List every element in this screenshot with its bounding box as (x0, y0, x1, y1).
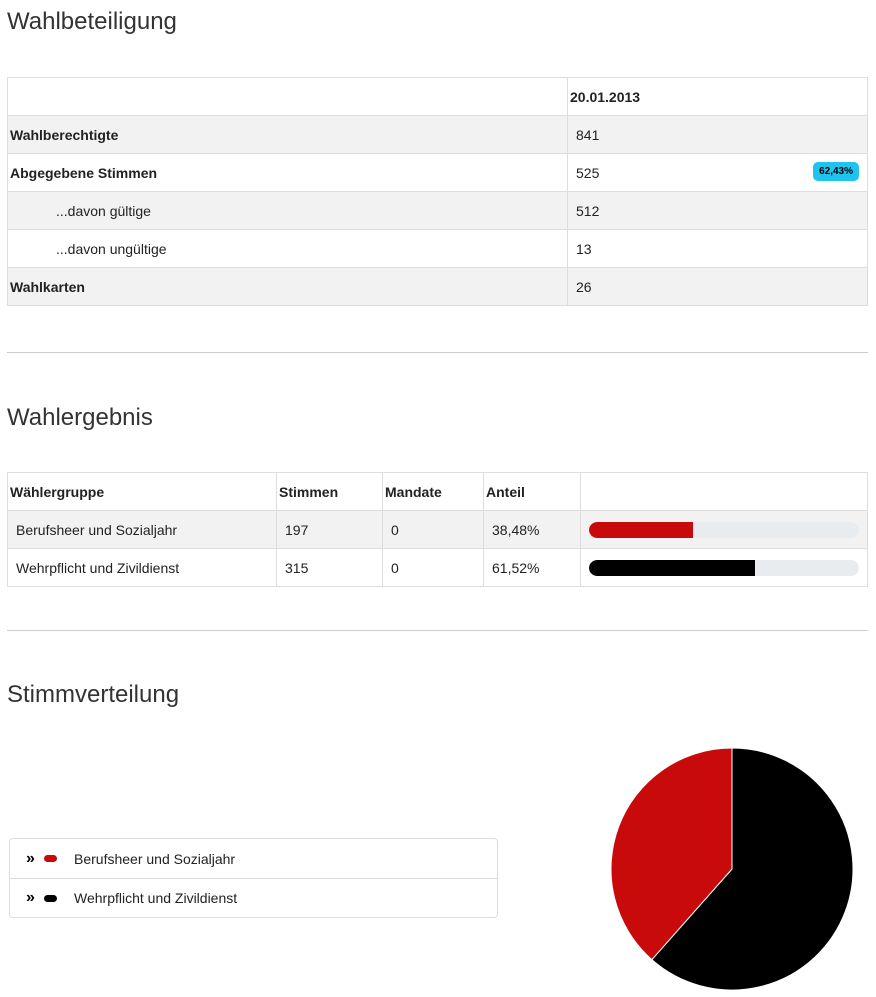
group-name: Berufsheer und Sozialjahr (7, 510, 277, 549)
table-row: Wahlberechtigte 841 (7, 115, 868, 154)
legend-swatch (44, 894, 57, 902)
group-share: 61,52% (483, 548, 581, 587)
share-bar-fill (589, 521, 693, 538)
turnout-table: 20.01.2013 Wahlberechtigte 841 Abgegeben… (7, 77, 868, 306)
results-header-row: Wählergruppe Stimmen Mandate Anteil (7, 472, 868, 511)
group-votes: 315 (276, 548, 383, 587)
table-row: Abgegebene Stimmen 525 62,43% (7, 153, 868, 192)
turnout-title: Wahlbeteiligung (7, 8, 177, 35)
group-seats: 0 (382, 510, 484, 549)
legend-label: Wehrpflicht und Zivildienst (74, 890, 238, 906)
row-label: ...davon gültige (7, 191, 568, 230)
table-row: Berufsheer und Sozialjahr 197 0 38,48% (7, 510, 868, 549)
table-row: Wahlkarten 26 (7, 267, 868, 306)
header-bar (580, 472, 868, 511)
legend-label: Berufsheer und Sozialjahr (74, 850, 236, 867)
group-name: Wehrpflicht und Zivildienst (7, 548, 277, 587)
turnout-header-empty (7, 77, 568, 116)
share-bar-cell (580, 548, 868, 587)
pie-slice-wehrpflicht[interactable] (651, 747, 854, 991)
group-votes: 197 (276, 510, 383, 549)
pie-legend: » Berufsheer und Sozialjahr » Wehrpflich… (9, 838, 498, 918)
header-seats: Mandate (382, 472, 484, 511)
table-row: ...davon ungültige 13 (7, 229, 868, 268)
row-label: Wahlkarten (7, 267, 568, 306)
row-label: Abgegebene Stimmen (7, 153, 568, 192)
row-value: 512 (567, 191, 868, 230)
table-row: ...davon gültige 512 (7, 191, 868, 230)
row-label: Wahlberechtigte (7, 115, 568, 154)
turnout-percent-badge: 62,43% (813, 162, 859, 181)
distribution-title: Stimmverteilung (7, 681, 180, 708)
pie-slice-berufsheer[interactable] (610, 747, 733, 961)
share-bar-track (589, 521, 859, 538)
header-votes: Stimmen (276, 472, 383, 511)
row-label: ...davon ungültige (7, 229, 568, 268)
turnout-header-row: 20.01.2013 (7, 77, 868, 116)
double-chevron-right-icon: » (26, 889, 35, 906)
share-bar-cell (580, 510, 868, 549)
results-title: Wahlergebnis (7, 404, 153, 431)
legend-item[interactable]: » Wehrpflicht und Zivildienst (10, 878, 497, 917)
row-value: 525 (576, 164, 600, 181)
header-share: Anteil (483, 472, 581, 511)
group-seats: 0 (382, 548, 484, 587)
legend-item[interactable]: » Berufsheer und Sozialjahr (10, 839, 497, 878)
legend-swatch (44, 855, 57, 862)
group-share: 38,48% (483, 510, 581, 549)
share-bar-track (589, 559, 859, 576)
header-group: Wählergruppe (7, 472, 277, 511)
section-divider (7, 630, 868, 631)
turnout-date-header: 20.01.2013 (567, 77, 868, 116)
section-divider (7, 352, 868, 353)
share-bar-fill (589, 559, 756, 576)
results-table: Wählergruppe Stimmen Mandate Anteil Beru… (7, 472, 868, 587)
row-value: 26 (567, 267, 868, 306)
table-row: Wehrpflicht und Zivildienst 315 0 61,52% (7, 548, 868, 587)
pie-chart (610, 747, 854, 991)
row-value: 841 (567, 115, 868, 154)
row-value-cell: 525 62,43% (567, 153, 868, 192)
row-value: 13 (567, 229, 868, 268)
double-chevron-right-icon: » (26, 849, 35, 867)
